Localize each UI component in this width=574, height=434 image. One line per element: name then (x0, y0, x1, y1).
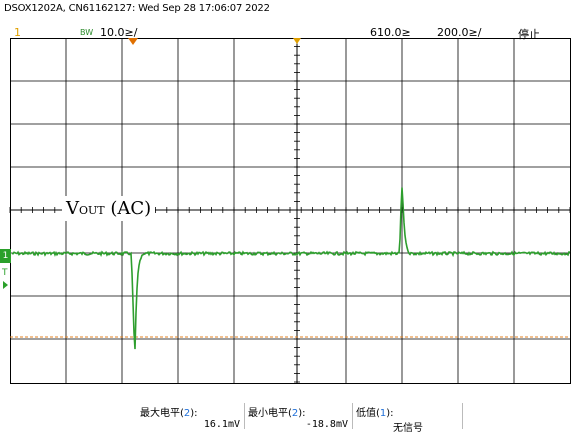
display-border (10, 38, 571, 384)
measurement-label: 低值 (356, 408, 376, 419)
trace-annotation-sub: OUT (79, 204, 105, 217)
grid-horizontal (10, 80, 570, 340)
measurement-label: 最小电平 (248, 408, 288, 419)
time-per-div[interactable]: 200.0≥/ (437, 26, 482, 39)
trace-annotation-suffix: (AC) (104, 198, 152, 219)
trace-annotation-main: V (66, 198, 79, 219)
measurement-value: 16.1mV (203, 419, 240, 430)
time-position[interactable]: 610.0≥ (370, 26, 411, 39)
measurement-channel: 1 (379, 408, 387, 419)
measurement-channel: 2 (183, 408, 191, 419)
measurement-value: 无信号 (393, 423, 423, 434)
channel-number[interactable]: 1 (14, 26, 21, 39)
measurement-channel: 2 (291, 408, 299, 419)
measurement-low[interactable]: 低值(1): 无信号 (356, 404, 460, 434)
measurement-divider (352, 403, 353, 429)
run-state[interactable]: 停止 (518, 28, 540, 41)
scope-display (9, 38, 571, 384)
volts-per-div[interactable]: 10.0≥/ (100, 26, 138, 39)
measurement-value: -18.8mV (305, 419, 348, 430)
waveform-trace (11, 187, 571, 350)
measurement-divider (244, 403, 245, 429)
trigger-level-marker[interactable] (3, 281, 8, 289)
measurement-max[interactable]: 最大电平(2): 16.1mV (140, 408, 240, 430)
measurement-min[interactable]: 最小电平(2): -18.8mV (248, 408, 348, 430)
trigger-label: T (2, 268, 8, 278)
axis-ticks (9, 38, 571, 383)
trace-annotation: VOUT (AC) (62, 196, 156, 221)
bw-limit-indicator: BW (80, 28, 94, 37)
measurement-label: 最大电平 (140, 408, 180, 419)
trigger-delay-marker[interactable] (128, 38, 138, 45)
channel-ground-marker[interactable]: 1 (0, 249, 11, 263)
time-reference-marker[interactable] (293, 38, 301, 44)
measurement-divider (462, 403, 463, 429)
scope-header-info: DSOX1202A, CN61162127: Wed Sep 28 17:06:… (4, 3, 270, 14)
